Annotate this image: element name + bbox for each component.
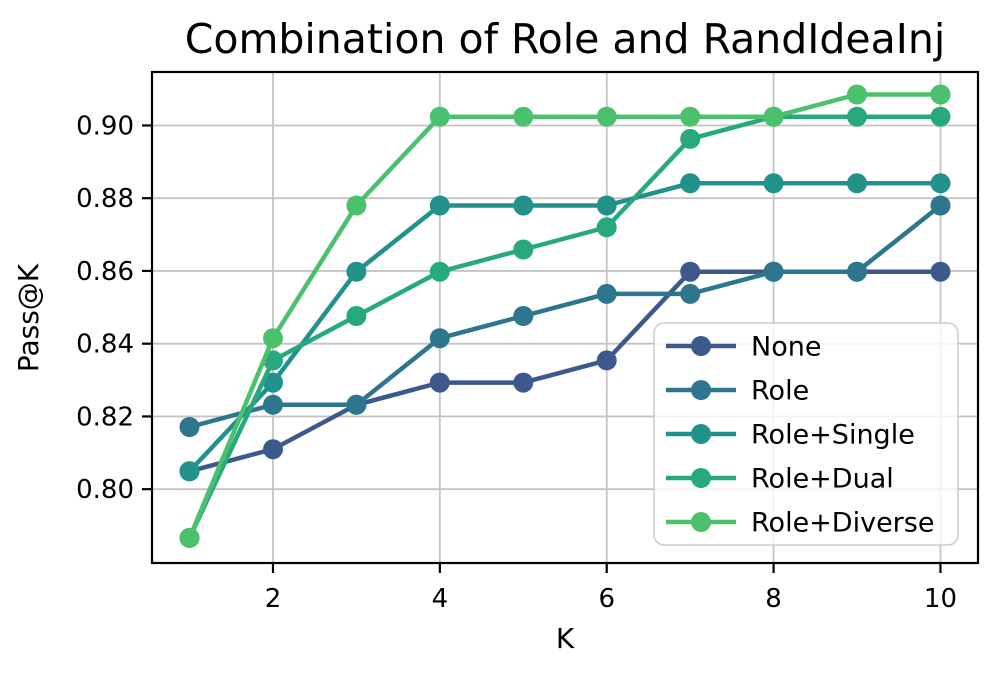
legend-marker-dot <box>691 380 711 400</box>
data-point <box>513 195 534 216</box>
x-tick-label: 4 <box>432 584 449 614</box>
legend-marker-dot <box>691 512 711 532</box>
y-tick-label: 0.82 <box>76 402 134 432</box>
data-point <box>429 106 450 127</box>
data-point <box>346 394 367 415</box>
y-tick-label: 0.80 <box>76 475 134 505</box>
x-tick-label: 10 <box>924 584 957 614</box>
legend-label: Role <box>751 376 809 407</box>
plot-border <box>150 70 980 565</box>
data-point <box>763 261 784 282</box>
data-point <box>263 328 283 349</box>
series-line <box>188 203 942 430</box>
tick-layer: 2 4 6 8 10 0.80 0.82 0.84 0.86 0.88 0.90 <box>76 111 957 614</box>
data-point <box>847 106 867 127</box>
legend-label: None <box>751 332 821 363</box>
y-tick-label: 0.86 <box>76 257 134 287</box>
data-point <box>513 106 534 127</box>
y-tick-label: 0.90 <box>76 111 134 141</box>
data-point <box>930 84 951 105</box>
legend-marker-dot <box>691 336 711 356</box>
legend-marker-dot <box>691 468 711 488</box>
data-point <box>763 173 784 194</box>
y-tick-label: 0.88 <box>76 184 134 214</box>
legend-item-role-dual: Role+Dual <box>666 464 894 495</box>
data-point <box>346 306 367 326</box>
data-point <box>596 217 617 238</box>
data-point <box>346 195 367 216</box>
x-tick-label: 8 <box>765 584 782 614</box>
data-point <box>596 350 617 371</box>
data-point <box>429 195 450 216</box>
data-point <box>596 106 617 127</box>
legend-marker-dot <box>691 424 711 444</box>
data-point <box>680 106 701 127</box>
data-point <box>680 283 701 304</box>
data-point <box>763 106 784 127</box>
data-point <box>179 417 200 437</box>
data-point <box>263 372 283 393</box>
legend-label: Role+Diverse <box>751 508 934 539</box>
y-axis-label: Pass@K <box>12 263 45 372</box>
series-line <box>187 114 941 539</box>
legend-item-none: None <box>666 332 821 363</box>
data-point <box>680 261 701 282</box>
data-point <box>847 261 867 282</box>
data-point <box>513 239 534 260</box>
series-role <box>179 195 951 437</box>
data-point <box>930 261 951 282</box>
legend: None Role Role+Single Role+Dual Role+Diverse <box>653 322 959 546</box>
series-role-diverse <box>179 84 951 548</box>
data-point <box>596 195 617 216</box>
legend-item-role: Role <box>666 376 809 407</box>
data-point <box>847 84 867 105</box>
x-tick-label: 6 <box>598 584 615 614</box>
data-point <box>847 173 867 194</box>
data-point <box>179 461 200 482</box>
legend-label: Role+Dual <box>751 464 894 495</box>
series-layer <box>179 84 951 548</box>
data-point <box>429 372 450 393</box>
series-line <box>187 92 941 539</box>
data-point <box>930 106 951 127</box>
legend-label: Role+Single <box>751 420 915 451</box>
data-point <box>429 261 450 282</box>
x-axis-label: K <box>556 622 575 655</box>
data-point <box>680 128 701 149</box>
legend-box <box>653 322 959 546</box>
legend-item-role-diverse: Role+Diverse <box>666 508 934 539</box>
data-point <box>263 394 283 415</box>
data-point <box>513 372 534 393</box>
data-point <box>263 439 283 460</box>
y-tick-label: 0.84 <box>76 330 134 360</box>
data-point <box>930 173 951 194</box>
data-point <box>346 261 367 282</box>
x-tick-label: 2 <box>265 584 282 614</box>
data-point <box>680 173 701 194</box>
data-point <box>596 283 617 304</box>
series-line <box>187 181 941 473</box>
chart-title: Combination of Role and RandIdeaInj <box>185 15 946 63</box>
data-point <box>513 306 534 326</box>
series-role-single <box>179 173 951 482</box>
data-point <box>429 328 450 349</box>
data-point <box>930 195 951 216</box>
legend-item-role-single: Role+Single <box>666 420 915 451</box>
data-point <box>179 527 200 548</box>
